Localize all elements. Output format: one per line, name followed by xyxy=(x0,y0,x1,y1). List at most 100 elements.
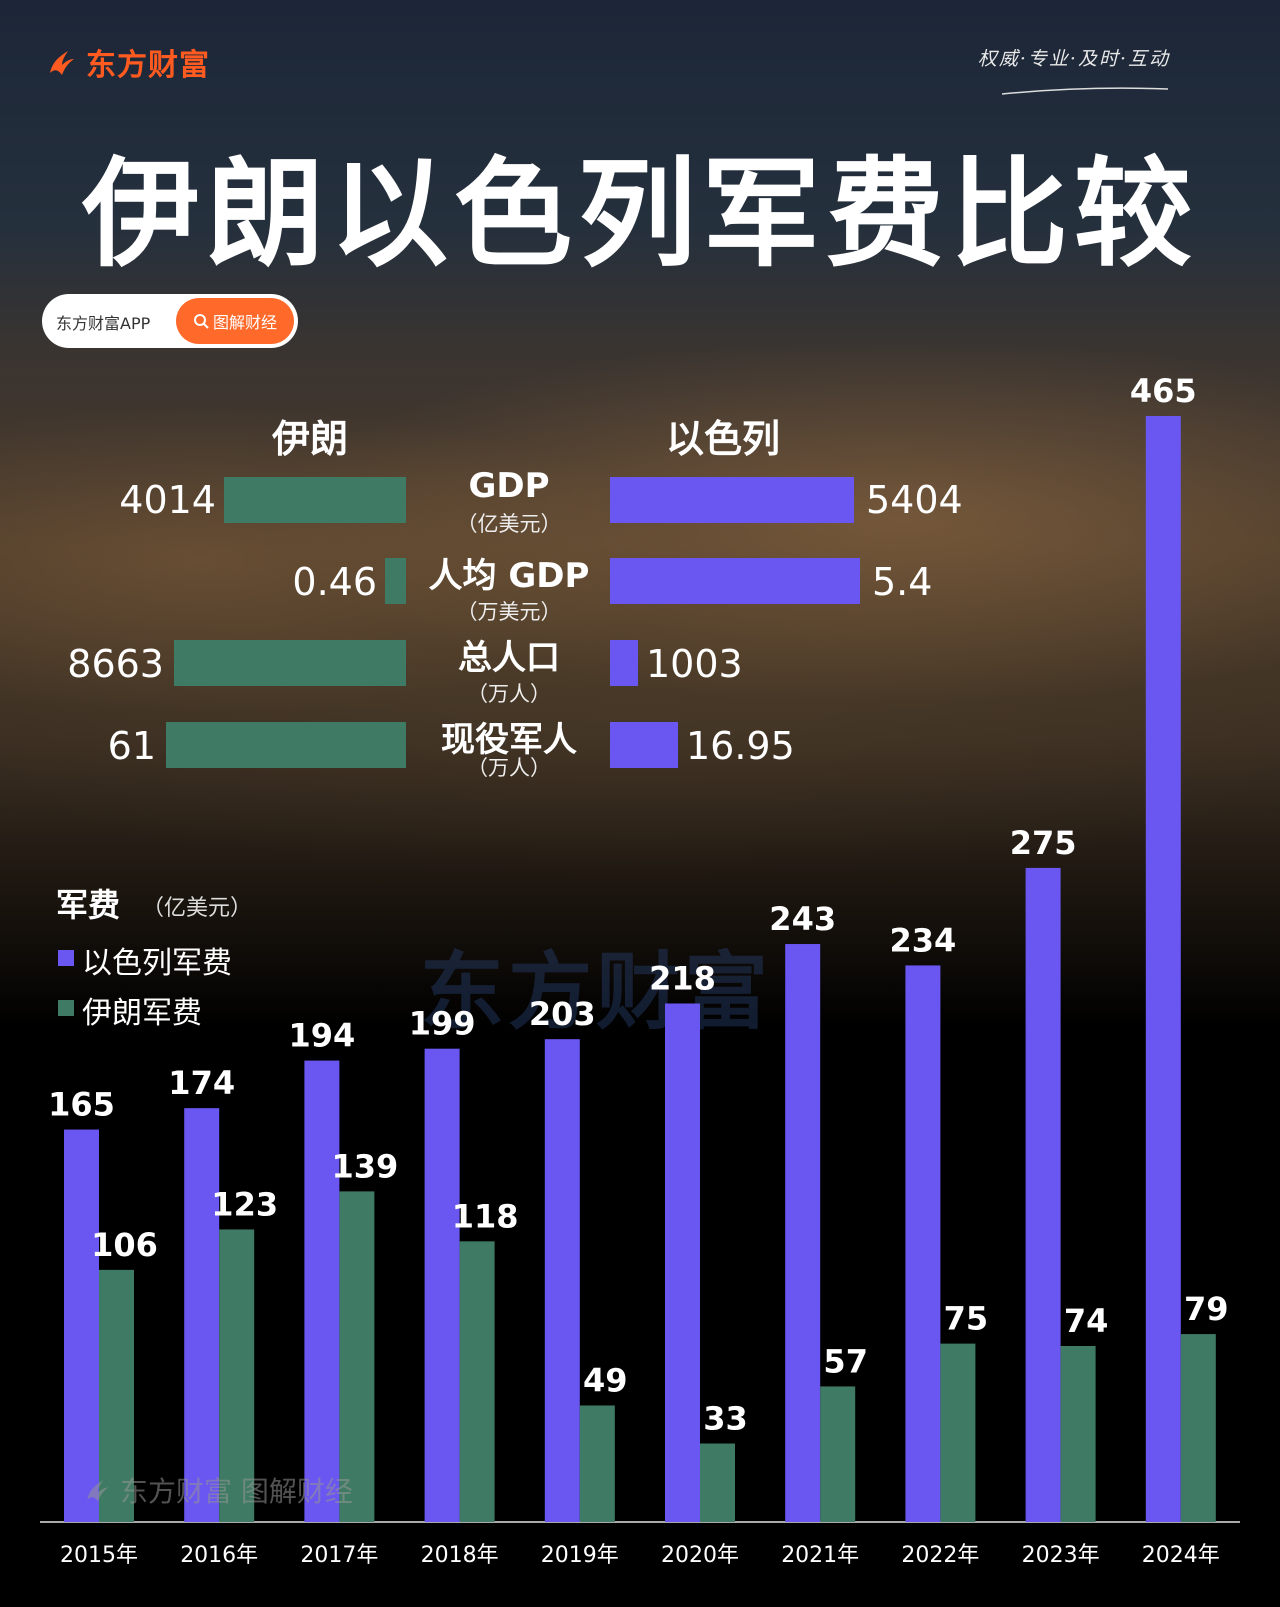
israel-value-2021年: 243 xyxy=(769,900,836,938)
israel-gdp-value: 5404 xyxy=(866,478,963,522)
iran-bar-2020年 xyxy=(700,1443,735,1522)
brand-logo: 东方财富 xyxy=(44,40,210,84)
x-tick-2016年: 2016年 xyxy=(180,1543,258,1568)
iran-value-2017年: 139 xyxy=(332,1147,399,1185)
troops-label: 现役军人 xyxy=(441,720,577,760)
israel-bar-2015年 xyxy=(64,1129,99,1522)
iran-bar-2018年 xyxy=(459,1241,495,1522)
israel-value-2015年: 165 xyxy=(48,1086,115,1124)
iran-bar-2015年 xyxy=(99,1269,134,1522)
israel-value-2016年: 174 xyxy=(168,1064,235,1102)
gdp-label: GDP xyxy=(468,466,550,506)
iran-bar-2019年 xyxy=(579,1405,615,1522)
x-tick-2023年: 2023年 xyxy=(1022,1543,1100,1568)
israel-bar-2017年 xyxy=(304,1060,340,1522)
population-unit: （万人） xyxy=(467,682,551,706)
ticks-group: 2015年 2016年 2017年 2018年 2019年 2020年 2021年 2022年… xyxy=(60,1543,1220,1568)
israel-value-2017年: 194 xyxy=(289,1017,356,1055)
israel-header: 以色列 xyxy=(666,417,781,461)
israel-gdp-per-capita-value: 5.4 xyxy=(872,560,933,604)
iran-value-2016年: 123 xyxy=(211,1185,278,1223)
legend-label-israel: 以色列军费 xyxy=(82,946,232,981)
labels-group: 165 106 174 123 194 139 199 118 203 49 218 33 243 57 2… xyxy=(48,372,1228,1438)
iran-header: 伊朗 xyxy=(272,417,349,461)
israel-gdp-bar xyxy=(610,477,854,523)
israel-value-2022年: 234 xyxy=(890,921,957,959)
x-tick-2022年: 2022年 xyxy=(901,1543,979,1568)
iran-value-2018年: 118 xyxy=(452,1197,519,1235)
gdp-unit: （亿美元） xyxy=(456,512,562,536)
x-tick-2019年: 2019年 xyxy=(541,1543,619,1568)
slogan-underline xyxy=(1001,87,1169,95)
iran-value-2020年: 33 xyxy=(703,1400,748,1438)
israel-bar-2022年 xyxy=(905,965,941,1522)
israel-gdp-per-capita-bar xyxy=(610,558,860,604)
israel-value-2020年: 218 xyxy=(649,959,716,997)
israel-bar-2024年 xyxy=(1145,416,1181,1522)
iran-value-2022年: 75 xyxy=(944,1300,989,1338)
flame-logo-icon xyxy=(50,51,74,75)
population-label: 总人口 xyxy=(458,638,560,678)
israel-bar-2021年 xyxy=(785,944,821,1522)
iran-bar-2022年 xyxy=(940,1343,976,1522)
iran-troops-value: 61 xyxy=(107,724,156,768)
brand-name: 东方财富 xyxy=(86,48,210,83)
x-tick-2017年: 2017年 xyxy=(300,1543,378,1568)
iran-gdp-bar xyxy=(224,477,406,523)
iran-gdp-per-capita-value: 0.46 xyxy=(292,560,377,604)
search-icon xyxy=(193,314,209,329)
israel-bar-2016年 xyxy=(184,1108,220,1522)
slogan: 权威·专业·及时·互动 xyxy=(977,48,1170,70)
iran-gdp-per-capita-bar xyxy=(385,558,406,604)
iran-gdp-value: 4014 xyxy=(119,478,216,522)
iran-bar-2023年 xyxy=(1060,1345,1096,1522)
gdp-per-capita-unit: （万美元） xyxy=(456,600,562,624)
iran-bar-2024年 xyxy=(1180,1334,1216,1522)
x-tick-2024年: 2024年 xyxy=(1142,1543,1220,1568)
watermark: 东方财富 xyxy=(420,943,773,1041)
x-tick-2018年: 2018年 xyxy=(421,1543,499,1568)
legend-label-iran: 伊朗军费 xyxy=(82,996,202,1031)
x-tick-2015年: 2015年 xyxy=(60,1543,138,1568)
search-button[interactable]: 图解财经 xyxy=(176,298,294,344)
x-tick-2020年: 2020年 xyxy=(661,1543,739,1568)
footer-watermark: 东方财富 图解财经 xyxy=(82,1470,353,1510)
iran-value-2021年: 57 xyxy=(823,1342,868,1380)
iran-value-2015年: 106 xyxy=(91,1226,158,1264)
israel-troops-value: 16.95 xyxy=(686,724,795,768)
iran-value-2023年: 74 xyxy=(1064,1302,1109,1340)
israel-value-2019年: 203 xyxy=(529,995,596,1033)
bars-group xyxy=(64,416,1216,1522)
x-tick-2021年: 2021年 xyxy=(781,1543,859,1568)
app-name: 东方财富APP xyxy=(56,314,151,333)
legend-unit: （亿美元） xyxy=(142,896,253,921)
israel-value-2024年: 465 xyxy=(1130,372,1197,410)
iran-bar-2021年 xyxy=(820,1386,856,1522)
israel-value-2018年: 199 xyxy=(409,1005,476,1043)
iran-bar-2016年 xyxy=(219,1229,255,1522)
page-title: 伊朗以色列军费比较 xyxy=(81,145,1198,283)
iran-bar-2017年 xyxy=(339,1191,375,1522)
troops-unit: （万人） xyxy=(467,756,551,780)
legend-swatch-iran xyxy=(58,1000,74,1016)
israel-population-value: 1003 xyxy=(646,642,743,686)
iran-population-value: 8663 xyxy=(67,642,164,686)
israel-bar-2023年 xyxy=(1025,867,1061,1522)
israel-bar-2019年 xyxy=(544,1039,580,1522)
israel-population-bar xyxy=(610,640,638,686)
legend-swatch-israel xyxy=(58,950,74,966)
search-label: 图解财经 xyxy=(212,313,277,332)
israel-value-2023年: 275 xyxy=(1010,824,1077,862)
footer-watermark-text: 东方财富 图解财经 xyxy=(120,1475,353,1508)
iran-troops-bar xyxy=(166,722,406,768)
flame-logo-icon xyxy=(87,1480,109,1502)
israel-bar-2018年 xyxy=(424,1048,460,1522)
gdp-per-capita-label: 人均 GDP xyxy=(428,556,590,596)
iran-population-bar xyxy=(174,640,406,686)
legend-title: 军费 xyxy=(56,886,121,924)
iran-value-2024年: 79 xyxy=(1184,1290,1229,1328)
israel-troops-bar xyxy=(610,722,678,768)
israel-bar-2020年 xyxy=(665,1003,700,1522)
iran-value-2019年: 49 xyxy=(583,1361,628,1399)
